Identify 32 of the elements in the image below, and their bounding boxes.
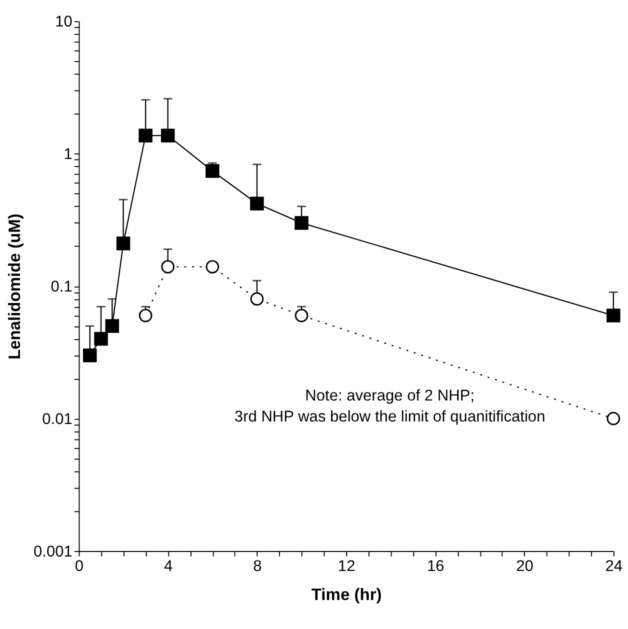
point (105, 319, 120, 333)
y-tick-label: 10 (55, 14, 73, 31)
x-tick-label: 12 (338, 558, 356, 575)
x-tick-label: 16 (427, 558, 444, 575)
annotation: 3rd NHP was below the limit of quanitification (234, 408, 546, 426)
x-tick-label: 20 (516, 558, 534, 575)
x-tick-label: 24 (605, 558, 623, 575)
point (138, 308, 152, 322)
point (116, 236, 130, 250)
point (606, 308, 620, 322)
point (161, 260, 175, 274)
point (83, 348, 97, 362)
point (94, 332, 108, 346)
point (294, 216, 308, 230)
x-axis-title: Time (hr) (311, 585, 382, 604)
point (206, 164, 220, 178)
annotation: Note: average of 2 NHP; (305, 387, 475, 404)
point (250, 292, 264, 306)
x-tick-label: 0 (74, 558, 84, 575)
y-tick-label: 1 (64, 146, 72, 164)
y-axis-title: Lenalidomide (uM) (4, 214, 24, 360)
point (294, 308, 308, 322)
x-tick-label: 8 (253, 558, 262, 575)
x-tick-label: 4 (164, 558, 174, 575)
point (206, 260, 220, 274)
point (138, 128, 152, 142)
point (160, 128, 175, 142)
point (250, 196, 264, 210)
point (606, 412, 620, 426)
y-tick-label: 0.1 (50, 278, 72, 296)
y-tick-label: 0.01 (42, 410, 72, 428)
y-tick-label: 0.001 (34, 543, 72, 560)
